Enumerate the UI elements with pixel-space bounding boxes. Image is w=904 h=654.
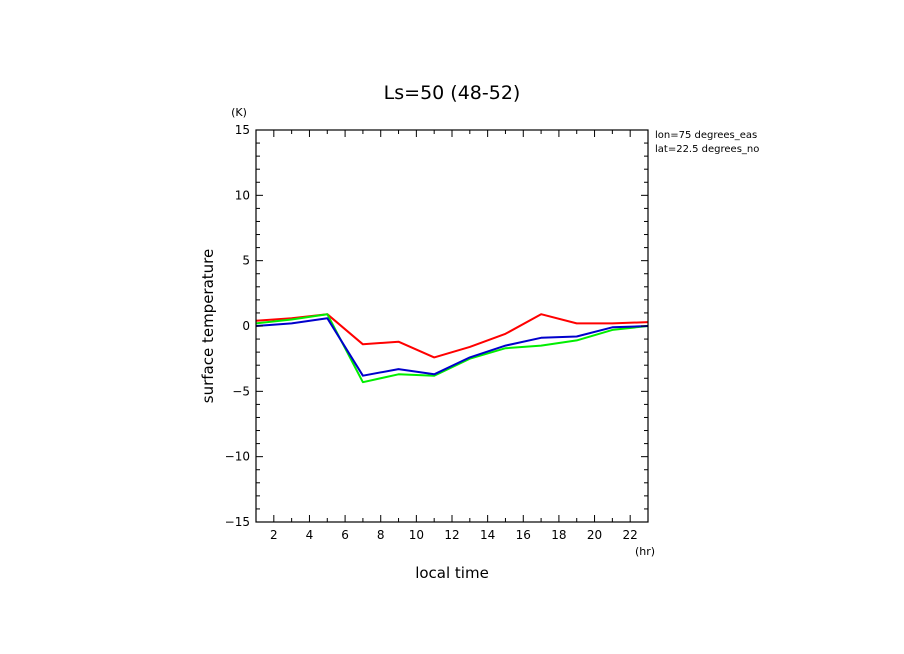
x-tick-label: 12	[444, 528, 459, 542]
y-unit-label: (K)	[231, 106, 247, 119]
y-tick-label: 15	[235, 123, 250, 137]
annotation-lat: lat=22.5 degrees_no	[655, 144, 759, 155]
y-tick-label: 5	[242, 254, 250, 268]
series-line-3	[255, 317, 649, 377]
x-tick-label: 20	[587, 528, 602, 542]
x-tick-label: 18	[551, 528, 566, 542]
y-tick-label: 10	[235, 188, 250, 202]
y-tick-label: −5	[232, 384, 250, 398]
x-unit-label: (hr)	[635, 545, 655, 558]
plot-frame	[255, 129, 649, 523]
y-tick-label: 0	[242, 319, 250, 333]
x-tick-label: 14	[480, 528, 495, 542]
y-axis-label: surface temperature	[199, 249, 217, 404]
x-tick-label: 8	[377, 528, 385, 542]
x-tick-label: 4	[306, 528, 314, 542]
series-line-2	[255, 313, 649, 384]
y-tick-label: −10	[225, 450, 250, 464]
x-tick-label: 22	[623, 528, 638, 542]
x-axis-label: local time	[415, 564, 489, 582]
x-tick-label: 2	[270, 528, 278, 542]
x-tick-label: 6	[341, 528, 349, 542]
x-tick-label: 10	[409, 528, 424, 542]
annotation-lon: lon=75 degrees_eas	[655, 130, 757, 141]
x-tick-label: 16	[516, 528, 531, 542]
chart-title: Ls=50 (48-52)	[384, 82, 521, 104]
plot-area: 2 4 6 8 10 12 14 16 18 20 22 −15 −10 −5 0 5 10 15	[225, 123, 649, 542]
y-tick-label: −15	[225, 515, 250, 529]
